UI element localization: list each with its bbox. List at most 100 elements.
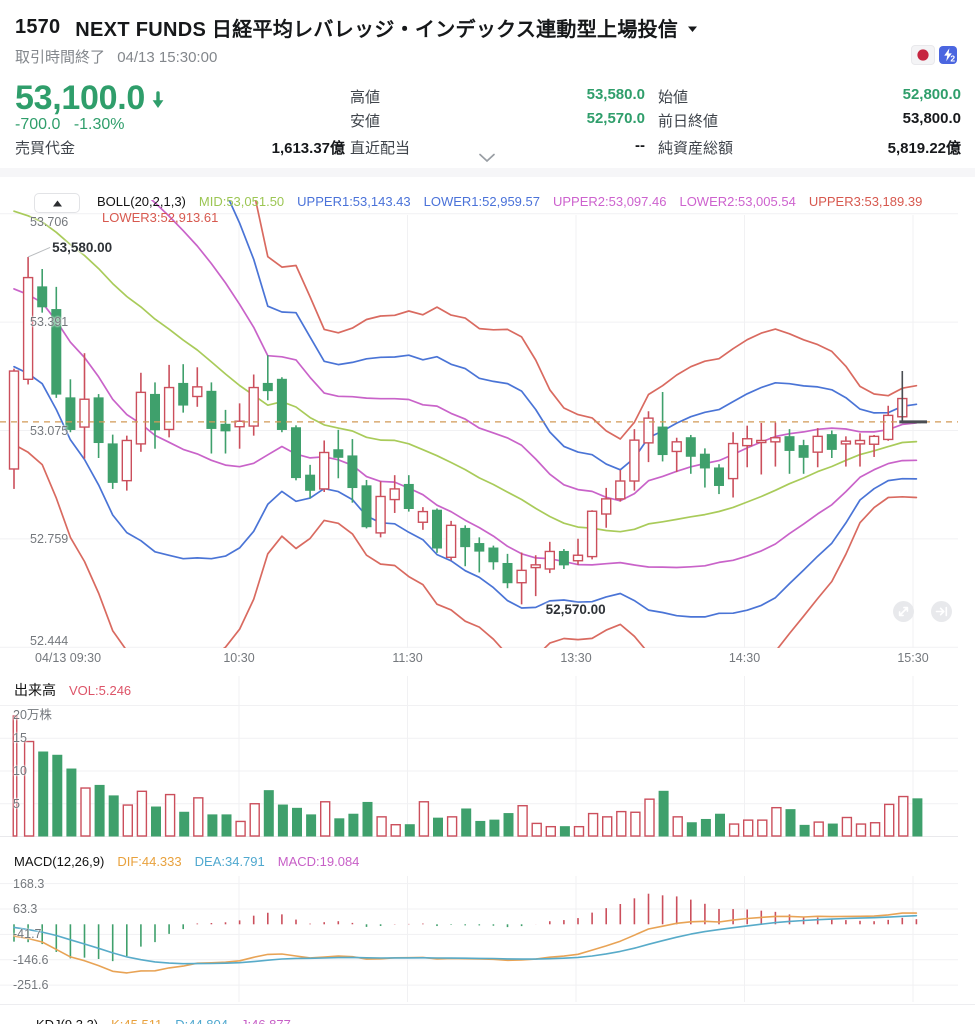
volume-bar bbox=[122, 804, 134, 837]
volume-bar bbox=[418, 801, 430, 837]
candle-body-up bbox=[883, 414, 894, 441]
macd-legend-title: MACD(12,26,9) bbox=[14, 854, 105, 869]
volume-bar bbox=[277, 804, 288, 837]
candle bbox=[333, 429, 344, 479]
volume-bar bbox=[545, 825, 556, 837]
volume-bar bbox=[672, 816, 683, 837]
volume-bar bbox=[630, 811, 641, 837]
instrument-title[interactable]: 1570 NEXT FUNDS 日経平均レバレッジ・インデックス連動型上場投信 bbox=[15, 13, 698, 42]
volume-bar bbox=[771, 806, 782, 837]
session-status: 取引時間終了 bbox=[15, 49, 106, 66]
title-dropdown-caret-icon[interactable] bbox=[687, 25, 698, 33]
boll-band-upper3 bbox=[254, 200, 918, 440]
candle bbox=[262, 355, 273, 401]
candle-body-up bbox=[544, 550, 555, 570]
collapse-indicator-button[interactable] bbox=[34, 193, 80, 213]
kdj-legend[interactable]: KDJ(9,3,3) K:45.511 D:44.804 J:46.877 bbox=[36, 1017, 291, 1024]
candle-body-up bbox=[840, 440, 852, 445]
volume-bar bbox=[827, 823, 838, 837]
candle-body-down bbox=[685, 437, 696, 457]
volume-bar bbox=[433, 817, 443, 837]
candle bbox=[516, 552, 527, 605]
candle bbox=[868, 434, 880, 457]
volume-bar bbox=[855, 823, 867, 837]
candle bbox=[163, 364, 175, 438]
instrument-name: NEXT FUNDS 日経平均レバレッジ・インデックス連動型上場投信 bbox=[75, 19, 679, 41]
caret-shape bbox=[688, 26, 698, 32]
jump-to-latest-button[interactable] bbox=[931, 601, 952, 622]
boll-row-item-upper2: UPPER2:53,097.46 bbox=[553, 194, 667, 209]
annotation-leader-lines bbox=[27, 247, 51, 258]
price-tick-52.444: 52.444 bbox=[30, 634, 69, 649]
candle bbox=[840, 436, 852, 467]
volume-bar bbox=[12, 715, 18, 837]
volume-bar bbox=[573, 825, 585, 837]
volume-bar bbox=[221, 814, 232, 837]
candle-body-up bbox=[812, 435, 823, 453]
candle-body-down bbox=[460, 527, 471, 548]
candle bbox=[361, 479, 372, 529]
macd-row-item-dea: DEA:34.791 bbox=[194, 854, 265, 869]
kdj-row-item-k: K:45.511 bbox=[111, 1017, 162, 1024]
session-datetime: 04/13 15:30:00 bbox=[117, 49, 218, 66]
candle bbox=[65, 379, 76, 433]
triangle-shape bbox=[52, 200, 62, 206]
boll-band-lower1 bbox=[13, 365, 918, 618]
candle-body-up bbox=[530, 564, 541, 569]
candle bbox=[530, 555, 541, 597]
candle bbox=[657, 392, 668, 462]
header-expand-chevron-icon[interactable] bbox=[478, 152, 496, 164]
volume-legend[interactable]: 出来高 VOL:5.246 bbox=[14, 680, 131, 700]
boll-band-lower3 bbox=[13, 443, 918, 648]
volume-bar bbox=[108, 795, 119, 837]
boll-band-lower2 bbox=[13, 288, 918, 569]
candle-body-down bbox=[65, 397, 76, 430]
candle bbox=[192, 367, 203, 407]
volume-bar bbox=[644, 798, 655, 837]
volume-bar bbox=[52, 754, 63, 837]
macd-legend[interactable]: MACD(12,26,9) DIF:44.333 DEA:34.791 MACD:1… bbox=[14, 854, 359, 869]
candle-body-up bbox=[601, 498, 612, 515]
candle-body-down bbox=[798, 445, 809, 458]
volume-bar bbox=[207, 814, 218, 837]
volume-bar bbox=[249, 803, 260, 837]
kdj-legend-title: KDJ(9,3,3) bbox=[36, 1017, 98, 1024]
price-tick-52.759: 52.759 bbox=[30, 531, 69, 546]
session-status-row: 取引時間終了 04/13 15:30:00 bbox=[15, 46, 217, 67]
volume-bar bbox=[503, 813, 514, 837]
header-divider bbox=[0, 168, 975, 177]
macd-tick--146.6: -146.6 bbox=[13, 952, 49, 967]
candle-body-up bbox=[770, 437, 781, 443]
volume-bar bbox=[461, 808, 472, 837]
macd-tick-168.3: 168.3 bbox=[13, 876, 45, 891]
candle-body-up bbox=[671, 441, 682, 453]
volume-bar bbox=[616, 810, 627, 837]
volume-bar bbox=[489, 819, 500, 837]
stat-label-high: 高値 bbox=[350, 89, 381, 106]
candle-body-up bbox=[234, 420, 245, 428]
macd-tick--41.7: -41.7 bbox=[13, 927, 42, 942]
volume-tick-20: 20万株 bbox=[13, 707, 52, 722]
volume-bar bbox=[587, 812, 599, 837]
price-change-row: -700.0 -1.30% bbox=[15, 116, 125, 134]
volume-bar bbox=[531, 822, 542, 837]
candle bbox=[445, 520, 457, 561]
boll-legend[interactable]: BOLL(20,2,1,3) MID:53,051.50 UPPER1:53,14… bbox=[97, 194, 922, 209]
price-tick-53.391: 53.391 bbox=[30, 315, 69, 330]
stat-value-dividend: -- bbox=[635, 137, 645, 154]
expand-chart-button[interactable] bbox=[893, 601, 914, 622]
volume-bar bbox=[715, 813, 725, 837]
volume-bar bbox=[404, 824, 415, 837]
candle-body-up bbox=[742, 438, 753, 447]
bollinger-bands bbox=[13, 200, 918, 648]
candle-body-up bbox=[135, 391, 147, 445]
candle-body-down bbox=[262, 382, 273, 392]
candle bbox=[727, 432, 739, 498]
level2-quote-icon[interactable]: 2 bbox=[939, 46, 957, 64]
candle bbox=[22, 256, 34, 385]
volume-bar bbox=[263, 790, 274, 837]
candle-body-up bbox=[727, 442, 739, 480]
macd-tick--251.6: -251.6 bbox=[13, 978, 49, 993]
